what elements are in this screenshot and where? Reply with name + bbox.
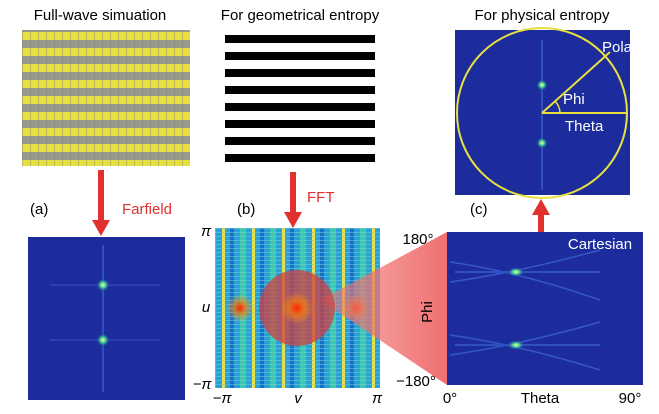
arrow-head bbox=[532, 199, 550, 215]
angle-arc bbox=[554, 100, 561, 114]
axis-label: 90° bbox=[619, 390, 642, 407]
axis-label: π bbox=[372, 390, 383, 407]
panel-label: (a) bbox=[30, 201, 48, 218]
stripe-image bbox=[225, 35, 375, 162]
farfield-image bbox=[28, 237, 185, 400]
axis-label: Phi bbox=[419, 301, 436, 323]
polar-name: Polar bbox=[602, 39, 637, 56]
zoom-fan bbox=[320, 232, 447, 385]
spot bbox=[96, 333, 110, 347]
arrow-head bbox=[284, 212, 302, 228]
spot bbox=[226, 294, 254, 322]
axis-label: −180° bbox=[396, 373, 436, 390]
cartesian-name: Cartesian bbox=[568, 236, 632, 253]
arrow-head bbox=[92, 220, 110, 236]
axis-label: v bbox=[294, 390, 303, 407]
spot bbox=[281, 292, 313, 324]
panel-title: For geometrical entropy bbox=[221, 7, 380, 24]
axis-label: Theta bbox=[521, 390, 560, 407]
polar-label: Phi bbox=[563, 91, 585, 108]
spot bbox=[96, 278, 110, 292]
spot bbox=[536, 137, 548, 149]
panel-label: (b) bbox=[237, 201, 255, 218]
panel-title: For physical entropy bbox=[474, 7, 610, 24]
polar-label: Theta bbox=[565, 118, 604, 135]
spot bbox=[507, 340, 525, 350]
panel-label: (c) bbox=[470, 201, 488, 218]
axis-label: 0° bbox=[443, 390, 457, 407]
axis-label: π bbox=[201, 223, 212, 240]
panel-title: Full-wave simuation bbox=[34, 7, 167, 24]
spot bbox=[536, 79, 548, 91]
arrow-label: Farfield bbox=[122, 201, 172, 218]
spot bbox=[507, 267, 525, 277]
axis-label: u bbox=[202, 299, 211, 316]
axis-label: 180° bbox=[402, 231, 433, 248]
arrow-label: FFT bbox=[307, 189, 335, 206]
structure-image bbox=[22, 30, 190, 166]
cartesian-image bbox=[447, 232, 643, 385]
axis-label: −π bbox=[213, 390, 233, 407]
axis-label: −π bbox=[193, 376, 213, 393]
polar-line bbox=[541, 51, 611, 114]
